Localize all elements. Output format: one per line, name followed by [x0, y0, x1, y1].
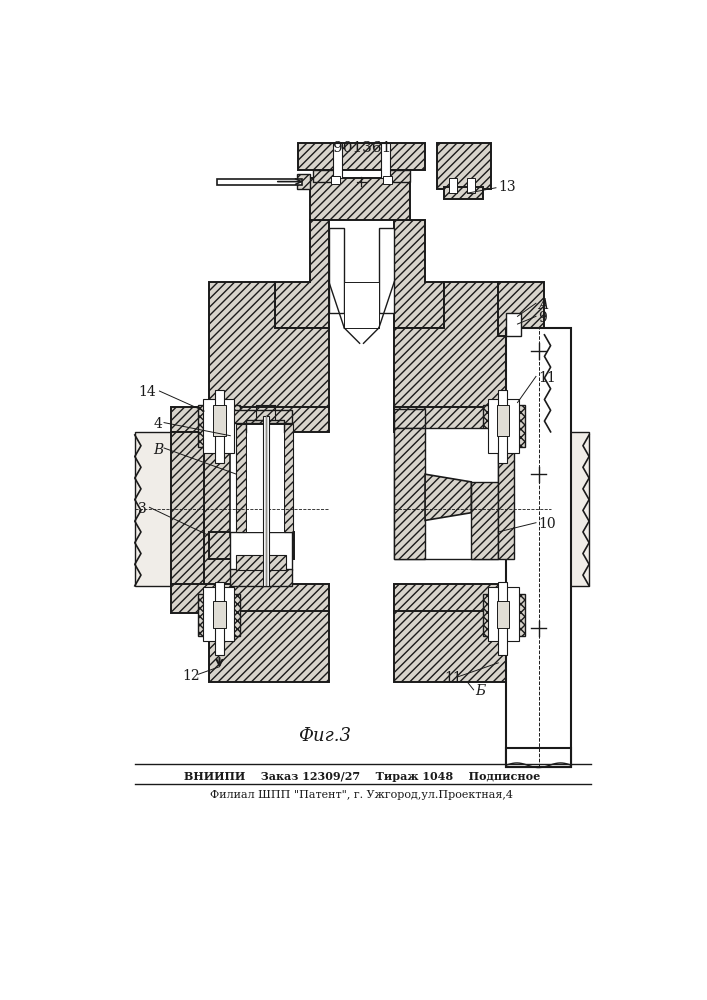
Bar	[329, 228, 344, 312]
Bar	[135, 432, 173, 586]
Bar	[313, 170, 337, 182]
Text: B: B	[153, 443, 163, 457]
Bar	[171, 584, 329, 613]
Bar	[381, 143, 390, 178]
Text: 3: 3	[138, 502, 146, 516]
Bar	[497, 405, 509, 436]
Bar	[236, 424, 246, 532]
Bar	[284, 424, 293, 532]
Bar	[209, 532, 294, 559]
Bar	[498, 409, 514, 432]
Bar	[449, 178, 457, 193]
Bar	[171, 432, 206, 586]
Bar	[379, 228, 395, 312]
Bar	[217, 179, 302, 185]
Bar	[382, 176, 392, 184]
Bar	[551, 432, 589, 586]
Bar	[489, 587, 519, 641]
Bar	[198, 405, 240, 447]
Text: 11: 11	[444, 671, 462, 685]
Bar	[246, 424, 284, 532]
Bar	[215, 389, 224, 463]
Polygon shape	[395, 220, 444, 328]
Bar	[204, 399, 234, 453]
Bar	[395, 428, 498, 559]
Bar	[331, 176, 340, 184]
Text: Фиг.3: Фиг.3	[298, 727, 351, 745]
Bar	[472, 482, 498, 559]
Bar	[333, 143, 342, 178]
Bar	[310, 178, 409, 220]
Bar	[230, 420, 292, 536]
Bar	[209, 611, 329, 682]
Text: A: A	[538, 298, 549, 312]
Bar	[497, 601, 509, 628]
Bar	[395, 584, 552, 613]
Polygon shape	[425, 474, 472, 520]
Bar	[266, 416, 267, 586]
Bar	[437, 143, 491, 189]
Bar	[204, 432, 231, 586]
Text: ВНИИПИ    Заказ 12309/27    Тираж 1048    Подписное: ВНИИПИ Заказ 12309/27 Тираж 1048 Подписн…	[184, 771, 540, 782]
Text: 12: 12	[182, 669, 200, 683]
Bar	[395, 428, 425, 559]
Bar	[498, 389, 508, 463]
Bar	[230, 410, 292, 423]
Bar	[214, 601, 226, 628]
Text: 9: 9	[538, 311, 547, 325]
Bar	[230, 569, 292, 586]
Bar	[395, 611, 514, 682]
Bar	[483, 405, 525, 447]
Bar	[395, 407, 552, 432]
Text: 10: 10	[538, 517, 556, 531]
Bar	[498, 282, 544, 336]
Bar	[498, 428, 514, 559]
Bar	[296, 174, 310, 189]
Polygon shape	[395, 282, 514, 409]
Bar	[498, 582, 508, 655]
Text: Б: Б	[475, 684, 486, 698]
Bar	[506, 312, 521, 336]
Bar	[298, 143, 425, 170]
Bar	[215, 582, 224, 655]
Bar	[214, 405, 226, 436]
Bar	[171, 407, 329, 432]
Bar	[506, 328, 571, 767]
Bar	[444, 187, 483, 199]
Bar	[506, 748, 571, 767]
Bar	[262, 416, 269, 586]
Text: 901361: 901361	[333, 141, 391, 155]
Text: Филиал ШПП "Патент", г. Ужгород,ул.Проектная,4: Филиал ШПП "Патент", г. Ужгород,ул.Проек…	[211, 790, 513, 800]
Text: 13: 13	[498, 180, 516, 194]
Bar	[236, 555, 286, 570]
Polygon shape	[275, 220, 329, 328]
Bar	[230, 532, 292, 570]
Bar	[489, 399, 519, 453]
Bar	[387, 170, 409, 182]
Bar	[395, 409, 425, 432]
Bar	[483, 594, 525, 636]
Text: 14: 14	[138, 385, 156, 399]
Bar	[198, 594, 240, 636]
Bar	[514, 336, 551, 432]
Bar	[467, 178, 475, 193]
Text: 11: 11	[538, 371, 556, 385]
Bar	[204, 587, 234, 641]
Text: 4: 4	[153, 417, 162, 431]
Polygon shape	[209, 282, 329, 409]
Bar	[344, 282, 379, 328]
